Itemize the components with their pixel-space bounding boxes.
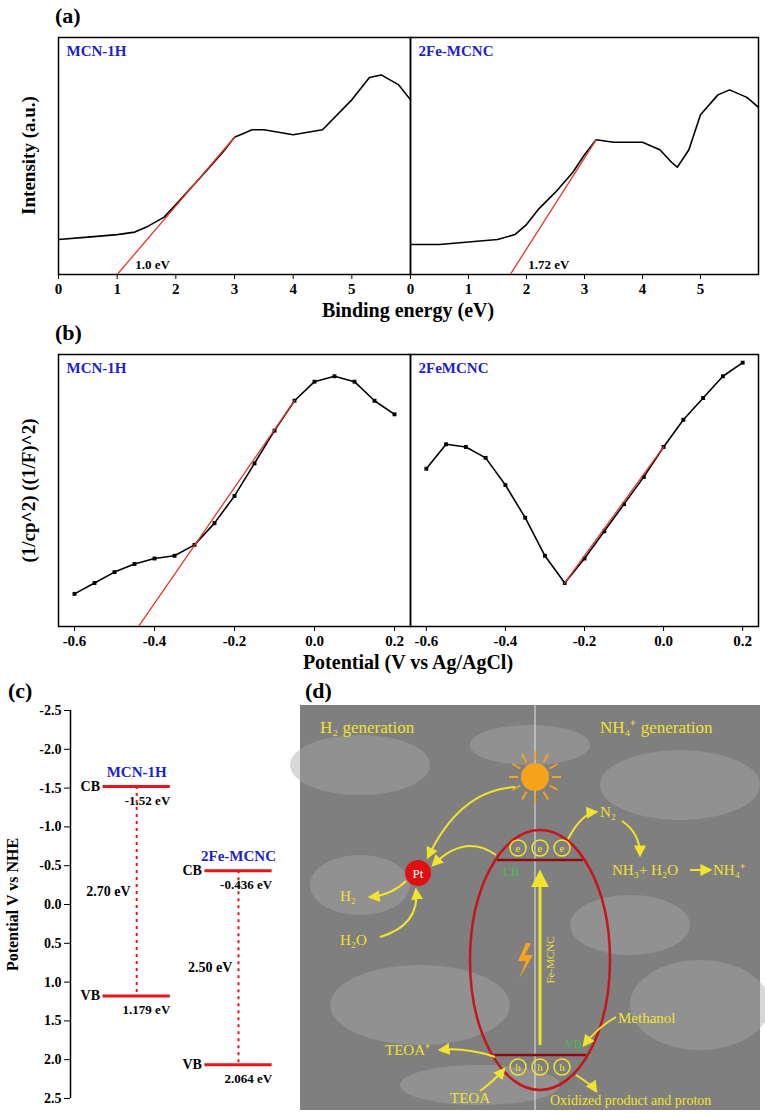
svg-text:MCN-1H: MCN-1H [107,764,167,780]
svg-text:MCN-1H: MCN-1H [67,360,127,376]
html-text:Potential (V vs Ag/AgCl): Potential (V vs Ag/AgCl) [302,651,514,673]
svg-text:Methanol: Methanol [618,1010,676,1026]
svg-text:Fe-MCNC: Fe-MCNC [544,936,556,983]
svg-text:Oxidized product and proton: Oxidized product and proton [550,1093,711,1108]
svg-text:-0.5: -0.5 [39,858,61,873]
svg-text:0: 0 [407,281,415,297]
svg-text:1.0: 1.0 [44,975,62,990]
svg-text:NH₄⁺: NH₄⁺ [713,862,745,878]
svg-text:e: e [516,842,521,854]
svg-text:0.0: 0.0 [654,633,673,649]
svg-text:VB: VB [182,1057,201,1072]
svg-text:e: e [560,842,565,854]
svg-text:-1.52 eV: -1.52 eV [125,793,171,808]
svg-text:H₂: H₂ [340,888,356,904]
svg-text:H₂O: H₂O [340,932,367,948]
svg-text:-0.2: -0.2 [223,633,247,649]
svg-text:4: 4 [639,281,647,297]
svg-text:2: 2 [523,281,531,297]
html-text:(d): (d) [305,678,332,703]
svg-text:0.2: 0.2 [733,633,752,649]
html-text:(b): (b) [55,320,82,345]
svg-text:-1.5: -1.5 [39,781,61,796]
svg-text:TEOA⁺: TEOA⁺ [385,1042,430,1058]
svg-text:-2.5: -2.5 [39,703,61,718]
svg-text:5: 5 [348,281,356,297]
svg-text:2.70 eV: 2.70 eV [86,884,130,899]
html-text:Potential V vs NHE: Potential V vs NHE [3,837,21,971]
svg-text:-0.436 eV: -0.436 eV [220,877,273,892]
svg-text:2: 2 [172,281,180,297]
html-text:Binding energy (eV): Binding energy (eV) [321,299,495,321]
svg-text:CB: CB [81,779,100,794]
svg-text:2.50 eV: 2.50 eV [188,960,232,975]
svg-text:5: 5 [697,281,705,297]
svg-text:-2.0: -2.0 [39,742,61,757]
html-text:(a): (a) [55,3,81,28]
svg-text:4: 4 [289,281,297,297]
svg-text:2.5: 2.5 [44,1091,62,1106]
svg-text:-0.4: -0.4 [143,633,167,649]
svg-text:-0.4: -0.4 [494,633,518,649]
svg-text:2Fe-MCNC: 2Fe-MCNC [419,43,494,59]
svg-text:NH₄⁺ generation: NH₄⁺ generation [600,718,713,737]
svg-text:0: 0 [55,281,63,297]
svg-text:Pt: Pt [413,866,424,881]
svg-text:2Fe-MCNC: 2Fe-MCNC [201,848,276,864]
svg-text:h: h [537,1061,543,1073]
svg-text:0.2: 0.2 [385,633,404,649]
svg-text:-1.0: -1.0 [39,819,61,834]
svg-text:-0.2: -0.2 [573,633,597,649]
svg-text:2FeMCNC: 2FeMCNC [419,360,489,376]
svg-text:NH₃+ H₂O: NH₃+ H₂O [612,862,678,878]
svg-text:VB: VB [565,1037,582,1051]
svg-text:0.0: 0.0 [305,633,324,649]
svg-text:TEOA: TEOA [450,1090,490,1106]
svg-text:3: 3 [231,281,239,297]
svg-text:1.72 eV: 1.72 eV [528,257,570,272]
svg-text:H₂ generation: H₂ generation [320,718,415,737]
svg-text:h: h [559,1061,565,1073]
svg-text:-0.6: -0.6 [63,633,87,649]
svg-text:1: 1 [113,281,121,297]
svg-text:MCN-1H: MCN-1H [67,43,127,59]
svg-text:VB: VB [81,988,100,1003]
svg-text:-0.6: -0.6 [414,633,438,649]
svg-text:1.179 eV: 1.179 eV [123,1002,171,1017]
svg-text:CB: CB [503,865,519,879]
svg-text:CB: CB [182,863,201,878]
svg-text:1: 1 [465,281,473,297]
svg-text:e: e [538,842,543,854]
svg-text:N₂: N₂ [600,804,616,820]
svg-text:0.5: 0.5 [44,936,62,951]
svg-text:h: h [515,1061,521,1073]
svg-text:0.0: 0.0 [44,897,62,912]
html-text:Intensity (a.u.): Intensity (a.u.) [17,96,39,215]
svg-text:1.0 eV: 1.0 eV [135,257,170,272]
svg-text:2.0: 2.0 [44,1052,62,1067]
svg-text:3: 3 [581,281,589,297]
html-text:(c): (c) [8,678,33,703]
html-text:(1/cp^2) ((1/F)^2): (1/cp^2) ((1/F)^2) [17,418,39,562]
svg-text:2.064 eV: 2.064 eV [224,1071,272,1086]
svg-text:1.5: 1.5 [44,1013,62,1028]
